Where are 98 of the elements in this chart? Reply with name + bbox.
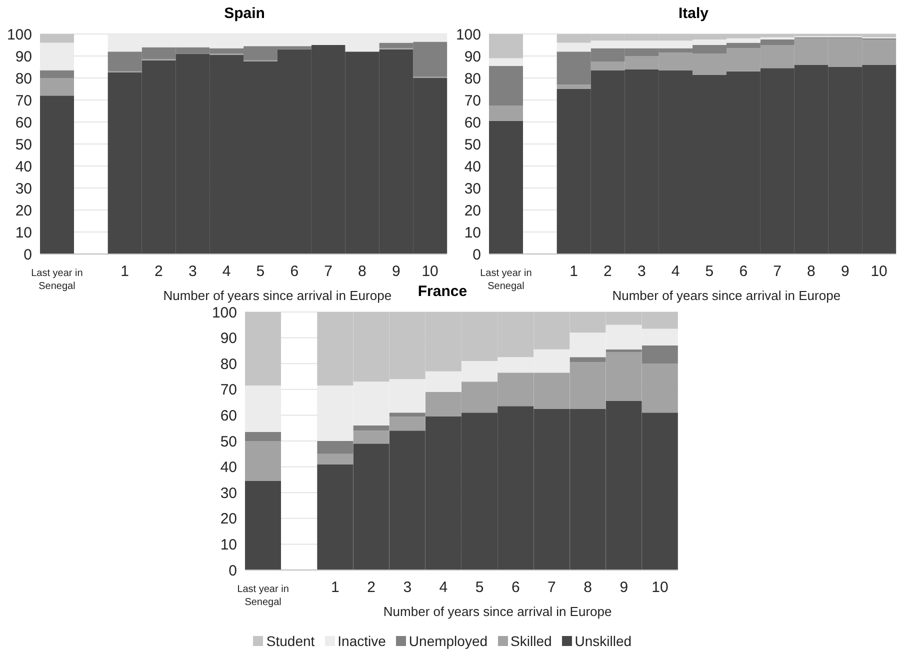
- y-tick-label: 50: [464, 136, 481, 154]
- y-tick-label: 60: [15, 114, 32, 132]
- bar: [40, 96, 74, 254]
- bar: [489, 34, 523, 58]
- y-tick-label: 90: [464, 48, 481, 66]
- y-tick-label: 70: [464, 92, 481, 110]
- bar: [489, 106, 523, 121]
- y-tick-label: 0: [24, 246, 32, 264]
- x-tick-label: 2: [367, 579, 376, 596]
- bar: [245, 480, 281, 570]
- y-tick-label: 100: [6, 26, 32, 44]
- x-tick-label: 3: [403, 579, 412, 596]
- bar: [489, 120, 523, 254]
- y-tick-label: 20: [220, 510, 237, 528]
- chart-title: Italy: [677, 4, 710, 24]
- y-tick-label: 50: [15, 136, 32, 154]
- y-tick-label: 70: [15, 92, 32, 110]
- y-tick-label: 70: [220, 382, 237, 399]
- x-tick-label: 7: [548, 579, 556, 596]
- y-tick-label: 60: [220, 408, 237, 425]
- x-tick-label: 10: [422, 263, 438, 280]
- x-tick-label: 8: [584, 579, 592, 596]
- bar: [489, 66, 523, 106]
- x-tick-label: 7: [324, 263, 332, 280]
- y-tick-label: 50: [220, 433, 237, 450]
- bar: [317, 454, 354, 464]
- x-tick-label: 7: [773, 263, 782, 280]
- y-tick-label: 80: [220, 356, 237, 373]
- chart-title: Spain: [223, 4, 266, 24]
- bar: [556, 84, 591, 89]
- x-tick-label: 3: [188, 263, 197, 280]
- bar: [40, 34, 74, 43]
- x-tick-label: 5: [256, 263, 265, 280]
- x-tick-label: 1: [120, 263, 129, 280]
- y-tick-label: 40: [15, 158, 32, 176]
- x-tick-label: 8: [807, 263, 816, 280]
- y-tick-label: 40: [220, 459, 237, 476]
- y-tick-label: 100: [212, 304, 237, 322]
- x-tick-label: 2: [154, 263, 163, 280]
- y-tick-label: 30: [220, 484, 237, 502]
- y-tick-label: 40: [464, 158, 481, 176]
- legend-label: Skilled: [510, 633, 552, 649]
- y-tick-label: 10: [220, 536, 237, 554]
- y-tick-label: 0: [228, 562, 237, 580]
- x-tick-label: 10: [652, 579, 668, 596]
- x-tick-label: 4: [671, 263, 680, 280]
- y-tick-label: 30: [15, 180, 32, 198]
- x-tick-label: Last year in Senegal: [237, 584, 289, 608]
- bar: [570, 357, 606, 362]
- y-tick-label: 90: [220, 330, 237, 348]
- y-tick-label: 10: [464, 224, 481, 242]
- x-tick-label: 10: [870, 263, 888, 280]
- x-tick-label: 3: [637, 263, 646, 280]
- x-axis-title: Number of years since arrival in Europe: [611, 288, 842, 303]
- legend-label: Unemployed: [408, 633, 488, 649]
- y-tick-label: 20: [15, 202, 32, 220]
- x-tick-label: 6: [290, 263, 299, 280]
- x-tick-label: 9: [620, 579, 628, 596]
- legend-label: Unskilled: [574, 633, 632, 649]
- y-tick-label: 10: [15, 224, 32, 242]
- y-tick-label: 60: [464, 114, 481, 132]
- y-tick-label: 0: [472, 246, 481, 264]
- x-tick-label: 6: [739, 263, 748, 280]
- x-tick-label: 6: [511, 579, 520, 596]
- legend-label: Student: [265, 633, 315, 649]
- legend-label: Inactive: [336, 633, 386, 649]
- chart-title: France: [418, 283, 468, 300]
- bar: [353, 430, 390, 444]
- y-tick-label: 90: [15, 48, 32, 66]
- x-tick-label: 5: [705, 263, 714, 280]
- y-tick-label: 30: [464, 180, 481, 198]
- x-tick-label: 4: [439, 579, 448, 596]
- x-axis-title: Number of years since arrival in Europe: [382, 604, 613, 619]
- x-tick-label: 9: [392, 263, 400, 280]
- bar: [389, 416, 426, 431]
- x-tick-label: 1: [331, 579, 340, 596]
- bar: [489, 58, 523, 66]
- bar: [40, 78, 74, 96]
- x-tick-label: 5: [475, 579, 484, 596]
- x-tick-label: 2: [604, 263, 612, 280]
- bar: [317, 441, 354, 454]
- y-tick-label: 80: [464, 70, 481, 88]
- y-tick-label: 100: [456, 26, 481, 44]
- x-tick-label: 8: [358, 263, 366, 280]
- x-tick-label: 4: [222, 263, 231, 280]
- bar: [353, 426, 390, 431]
- x-tick-label: Last year in Senegal: [480, 268, 532, 292]
- bar: [40, 70, 74, 78]
- bar: [245, 312, 281, 386]
- y-tick-label: 20: [464, 202, 481, 220]
- x-axis-title: Number of years since arrival in Europe: [163, 288, 392, 303]
- bar: [245, 432, 281, 441]
- y-tick-label: 80: [15, 70, 32, 88]
- x-tick-label: 9: [840, 263, 850, 280]
- x-tick-label: Last year in Senegal: [31, 268, 83, 292]
- bar: [389, 412, 426, 416]
- bar: [245, 441, 281, 481]
- x-tick-label: 1: [570, 263, 578, 280]
